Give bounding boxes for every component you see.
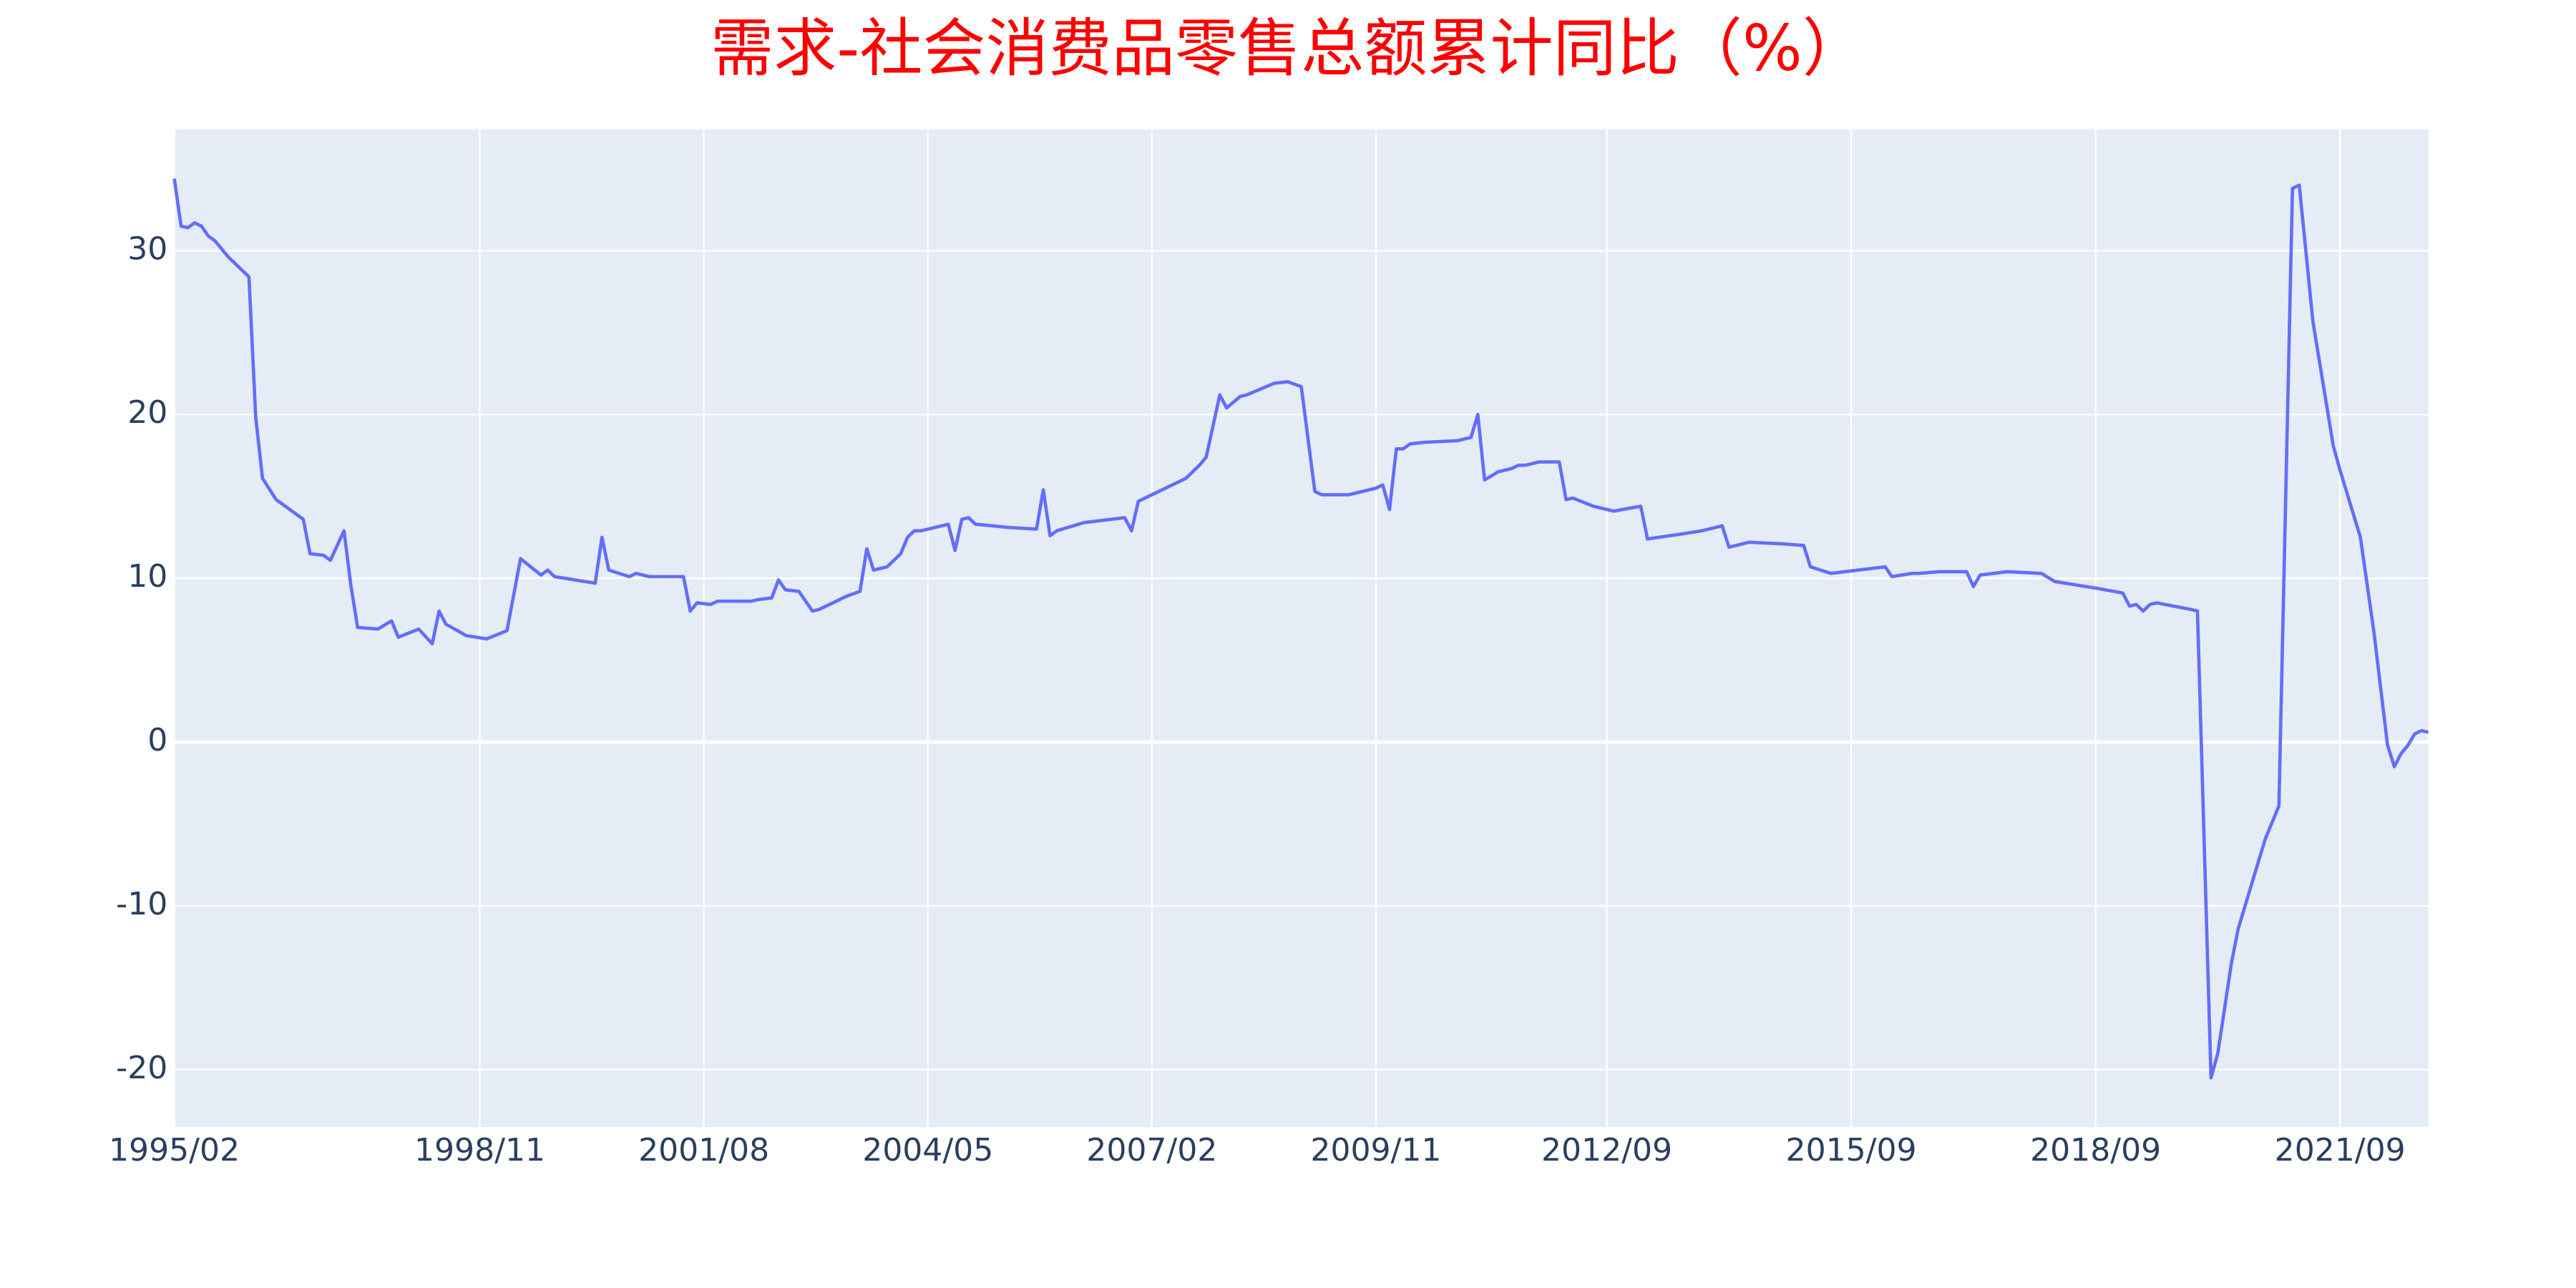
x-tick-label: 2012/09 [1541, 1132, 1672, 1169]
x-tick-label: 2018/09 [2030, 1132, 2161, 1169]
data-line [172, 178, 2429, 1080]
x-tick-label: 1995/02 [109, 1132, 240, 1169]
y-tick-label: -10 [116, 886, 167, 922]
y-tick-label: -20 [116, 1050, 167, 1086]
y-tick-label: 0 [147, 722, 167, 758]
x-tick-label: 2001/08 [638, 1132, 769, 1169]
chart-title: 需求-社会消费品零售总额累计同比（%） [711, 11, 1865, 85]
y-tick-label: 10 [127, 558, 167, 595]
x-tick-label: 1998/11 [414, 1132, 545, 1169]
x-tick-label: 2004/05 [862, 1132, 993, 1169]
x-tick-label: 2009/11 [1310, 1132, 1441, 1169]
y-tick-label: 30 [127, 230, 167, 267]
x-tick-label: 2015/09 [1786, 1132, 1917, 1169]
x-tick-label: 2021/09 [2275, 1132, 2406, 1169]
x-tick-label: 2007/02 [1086, 1132, 1217, 1169]
y-tick-label: 20 [127, 394, 167, 431]
plot-area [174, 129, 2429, 1127]
